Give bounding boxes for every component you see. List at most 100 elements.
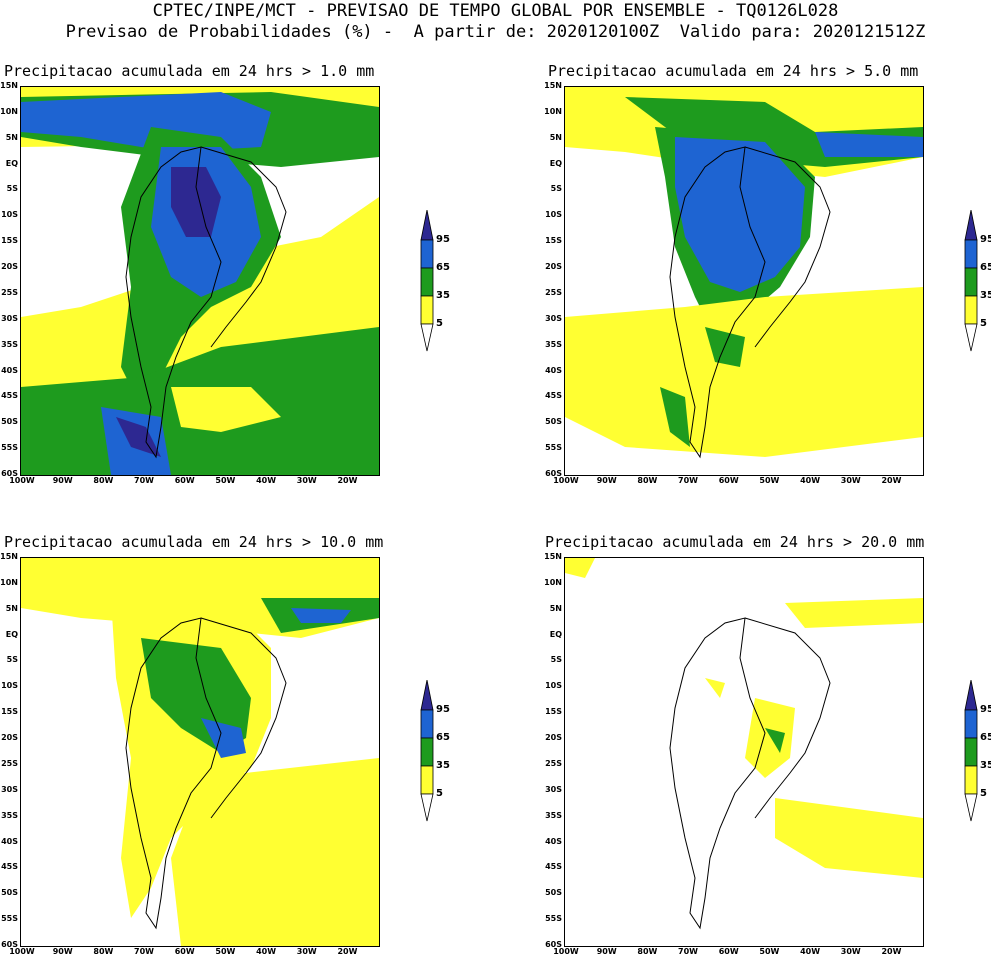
lat-label: EQ: [549, 629, 562, 639]
lat-label: 15S: [545, 236, 562, 246]
lat-label: 55S: [545, 443, 562, 453]
colorbar-label: 35: [436, 760, 450, 771]
lat-label: 10N: [544, 106, 562, 116]
lat-label: 50S: [1, 888, 18, 898]
lat-label: 5S: [550, 655, 562, 665]
map-2: [564, 86, 924, 476]
lat-label: 55S: [1, 443, 18, 453]
lat-label: 25S: [545, 758, 562, 768]
colorbar-label: 95: [436, 704, 450, 715]
lat-label: 45S: [545, 391, 562, 401]
lat-label: 10N: [544, 577, 562, 587]
lat-label: 50S: [1, 417, 18, 427]
lon-label: 80W: [93, 947, 114, 956]
lat-label: 60S: [545, 469, 562, 478]
lat-label: 30S: [1, 784, 18, 794]
lat-label: 60S: [1, 469, 18, 478]
header-line-1: CPTEC/INPE/MCT - PREVISAO DE TEMPO GLOBA…: [152, 1, 839, 21]
lat-label: 15S: [1, 707, 18, 717]
lat-label: 50S: [545, 888, 562, 898]
lon-label: 90W: [52, 947, 73, 956]
lon-label: 40W: [256, 476, 277, 485]
lat-label: 5S: [6, 184, 18, 194]
lat-label: 5S: [6, 655, 18, 665]
lon-label: 50W: [215, 476, 236, 485]
lat-label: 5N: [549, 603, 562, 613]
lon-label: 80W: [637, 947, 658, 956]
map-4: [564, 557, 924, 947]
colorbar: [420, 210, 434, 352]
lat-label: 15N: [544, 552, 562, 561]
lon-label: 90W: [52, 476, 73, 485]
lat-label: 50S: [545, 417, 562, 427]
colorbar-label: 5: [980, 318, 987, 329]
lon-label: 50W: [759, 947, 780, 956]
lat-label: 55S: [1, 914, 18, 924]
colorbar-label: 95: [980, 234, 991, 245]
lat-label: 25S: [545, 287, 562, 297]
lat-label: 45S: [545, 862, 562, 872]
lat-label: 15S: [545, 707, 562, 717]
lat-label: 25S: [1, 287, 18, 297]
lat-label: 45S: [1, 862, 18, 872]
lat-label: 30S: [545, 313, 562, 323]
lon-label: 60W: [174, 476, 195, 485]
lat-label: 10N: [0, 106, 18, 116]
panel-4-title: Precipitacao acumulada em 24 hrs > 20.0 …: [545, 533, 925, 551]
lon-label: 20W: [881, 476, 902, 485]
lat-label: 40S: [1, 836, 18, 846]
lon-label: 60W: [174, 947, 195, 956]
lon-label: 40W: [800, 947, 821, 956]
lon-label: 30W: [840, 476, 861, 485]
colorbar: [420, 680, 434, 822]
lat-label: 60S: [545, 940, 562, 949]
lat-label: 35S: [545, 339, 562, 349]
lat-label: 20S: [545, 262, 562, 272]
lon-label: 20W: [881, 947, 902, 956]
lon-label: 70W: [678, 947, 699, 956]
map-3: [20, 557, 380, 947]
lat-label: 15N: [0, 552, 18, 561]
lat-label: 30S: [1, 313, 18, 323]
lon-label: 40W: [256, 947, 277, 956]
lat-label: 10S: [545, 681, 562, 691]
map-1: [20, 86, 380, 476]
colorbar-label: 35: [980, 760, 991, 771]
lon-label: 90W: [596, 476, 617, 485]
lat-label: 40S: [545, 365, 562, 375]
lat-label: 15N: [544, 81, 562, 90]
lat-label: 40S: [545, 836, 562, 846]
lon-label: 80W: [637, 476, 658, 485]
colorbar-label: 5: [436, 318, 443, 329]
lon-label: 50W: [759, 476, 780, 485]
panel-1-title: Precipitacao acumulada em 24 hrs > 1.0 m…: [4, 62, 375, 80]
lon-label: 100W: [553, 947, 579, 956]
lon-label: 60W: [718, 947, 739, 956]
lon-label: 80W: [93, 476, 114, 485]
lon-label: 70W: [678, 476, 699, 485]
lat-label: 25S: [1, 758, 18, 768]
lon-label: 20W: [337, 947, 358, 956]
lat-label: 15S: [1, 236, 18, 246]
lat-label: 10S: [545, 210, 562, 220]
lat-label: 5N: [549, 132, 562, 142]
colorbar-label: 65: [436, 732, 450, 743]
lon-label: 70W: [134, 947, 155, 956]
lon-label: 40W: [800, 476, 821, 485]
header-line-2: Previsao de Probabilidades (%) - A parti…: [65, 22, 926, 42]
lat-label: 20S: [1, 733, 18, 743]
lon-label: 50W: [215, 947, 236, 956]
lat-label: 35S: [1, 810, 18, 820]
lat-label: 15N: [0, 81, 18, 90]
panel-2-title: Precipitacao acumulada em 24 hrs > 5.0 m…: [548, 62, 919, 80]
colorbar: [964, 680, 978, 822]
lat-label: 35S: [1, 339, 18, 349]
lat-label: EQ: [549, 158, 562, 168]
lat-label: 40S: [1, 365, 18, 375]
lon-label: 70W: [134, 476, 155, 485]
colorbar-label: 35: [436, 290, 450, 301]
lat-label: 20S: [1, 262, 18, 272]
colorbar: [964, 210, 978, 352]
lon-label: 100W: [553, 476, 579, 485]
panel-3-title: Precipitacao acumulada em 24 hrs > 10.0 …: [4, 533, 384, 551]
